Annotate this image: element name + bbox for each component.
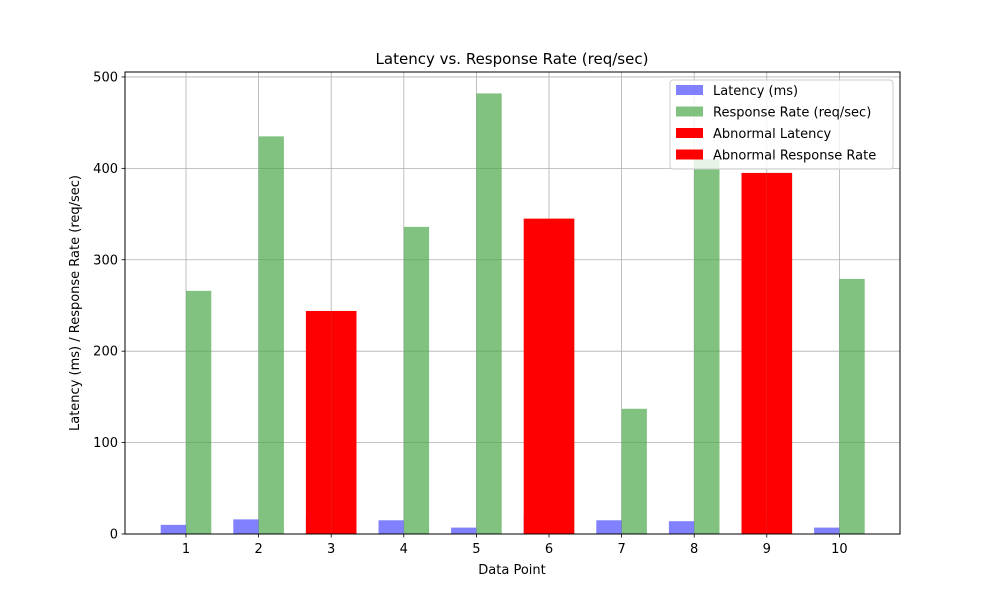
x-tick-label: 7 <box>617 542 625 557</box>
bar-response-rate <box>694 159 720 534</box>
legend-swatch <box>676 149 703 160</box>
bar-abnormal-latency <box>523 218 549 534</box>
bar-latency <box>814 527 840 534</box>
bar-response-rate <box>476 93 502 534</box>
y-tick-label: 0 <box>110 528 118 543</box>
y-axis-ticks: 0 100 200 300 400 500 <box>93 70 125 543</box>
bar-response-rate <box>403 226 430 534</box>
legend-label: Latency (ms) <box>713 84 798 99</box>
plot-frame <box>124 71 901 535</box>
bars <box>160 93 865 535</box>
x-tick-label: 8 <box>690 542 698 557</box>
legend-box <box>669 79 894 170</box>
legend-label: Abnormal Response Rate <box>713 149 876 164</box>
x-tick-label: 6 <box>545 542 553 557</box>
bar-abnormal-latency <box>741 172 767 535</box>
bar-latency <box>596 520 622 534</box>
x-tick-label: 10 <box>831 542 848 557</box>
y-tick-label: 500 <box>93 70 118 85</box>
bar-abnormal-response-rate <box>766 172 793 535</box>
legend-label: Abnormal Latency <box>713 127 832 142</box>
x-axis-ticks: 1 2 3 4 5 6 7 8 9 10 <box>182 534 848 557</box>
x-tick-label: 4 <box>400 542 408 557</box>
chart-title: Latency vs. Response Rate (req/sec) <box>376 50 649 68</box>
y-axis-label: Latency (ms) / Response Rate (req/sec) <box>68 175 83 431</box>
bar-response-rate <box>186 290 212 534</box>
y-tick-label: 300 <box>93 253 118 268</box>
x-tick-label: 5 <box>472 542 480 557</box>
bar-latency <box>451 527 477 534</box>
y-tick-label: 200 <box>93 345 118 360</box>
y-tick-label: 400 <box>93 162 118 177</box>
legend-swatch <box>676 85 703 95</box>
x-tick-label: 3 <box>327 542 335 557</box>
legend-swatch <box>676 128 703 138</box>
legend-label: Response Rate (req/sec) <box>713 106 871 121</box>
bar-latency <box>378 520 404 534</box>
x-axis-label: Data Point <box>478 563 545 578</box>
y-tick-label: 100 <box>93 436 118 451</box>
x-tick-label: 9 <box>763 542 771 557</box>
legend: Latency (ms) Response Rate (req/sec) Abnor… <box>669 79 894 170</box>
bar-abnormal-latency <box>305 310 332 534</box>
bar-abnormal-response-rate <box>549 218 575 534</box>
bar-abnormal-response-rate <box>331 310 357 534</box>
bar-response-rate <box>839 278 865 534</box>
legend-swatch <box>676 106 703 117</box>
bar-latency <box>233 519 259 534</box>
bar-response-rate <box>621 408 647 534</box>
bar-latency <box>668 521 695 534</box>
bar-latency <box>160 524 186 534</box>
bar-response-rate <box>258 136 284 534</box>
x-tick-label: 2 <box>254 542 262 557</box>
x-tick-label: 1 <box>182 542 190 557</box>
